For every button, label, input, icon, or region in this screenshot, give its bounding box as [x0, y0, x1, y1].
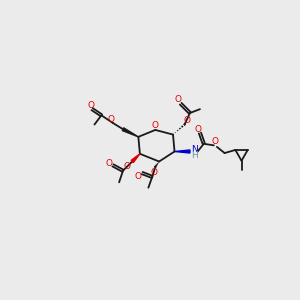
Text: O: O: [195, 125, 202, 134]
Text: O: O: [212, 137, 219, 146]
Text: O: O: [175, 95, 182, 104]
Text: N: N: [191, 145, 198, 154]
Text: O: O: [135, 172, 142, 181]
Text: O: O: [87, 101, 94, 110]
Text: O: O: [108, 115, 115, 124]
Text: O: O: [150, 168, 157, 177]
Polygon shape: [131, 154, 140, 163]
Text: O: O: [183, 116, 190, 125]
Text: O: O: [106, 158, 112, 167]
Text: O: O: [152, 121, 159, 130]
Polygon shape: [122, 128, 138, 137]
Text: H: H: [191, 151, 198, 160]
Polygon shape: [175, 150, 190, 153]
Text: O: O: [123, 162, 130, 171]
